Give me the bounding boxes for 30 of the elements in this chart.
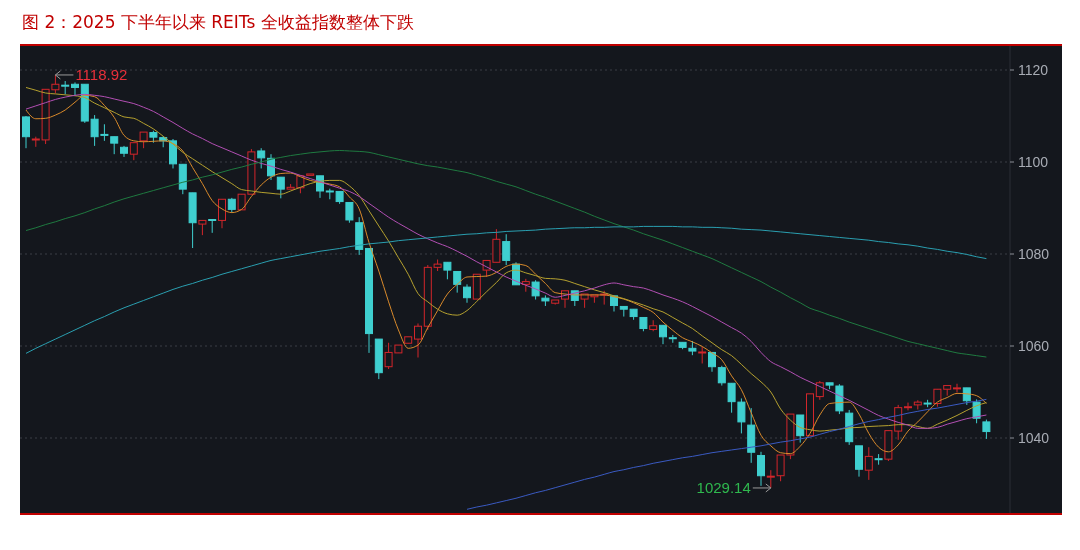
candlestick bbox=[659, 324, 667, 345]
candlestick bbox=[463, 283, 471, 304]
candlestick bbox=[757, 451, 765, 487]
candlestick bbox=[276, 176, 285, 199]
line-series bbox=[25, 225, 987, 354]
candlestick bbox=[257, 147, 266, 169]
candlestick bbox=[22, 115, 30, 149]
y-tick-label: 1100 bbox=[1018, 154, 1049, 170]
y-tick-label: 1080 bbox=[1018, 246, 1050, 262]
candlestick bbox=[453, 270, 462, 294]
candlestick bbox=[904, 402, 912, 411]
candlestick bbox=[345, 201, 354, 224]
y-tick-label: 1060 bbox=[1018, 338, 1050, 354]
y-tick-label: 1120 bbox=[1018, 62, 1049, 78]
candlestick bbox=[502, 233, 511, 266]
candlestick bbox=[717, 365, 726, 387]
candlestick bbox=[414, 322, 422, 358]
candlestick bbox=[218, 198, 226, 229]
candlestick bbox=[169, 138, 177, 169]
candlestick bbox=[796, 414, 805, 444]
candlestick bbox=[982, 419, 991, 440]
candlestick bbox=[71, 81, 79, 97]
candlestick bbox=[953, 383, 961, 393]
y-tick-label: 1040 bbox=[1018, 430, 1050, 446]
chart-title: 图 2：2025 下半年以来 REITs 全收益指数整体下跌 bbox=[22, 12, 414, 32]
annotation: 1029.14 bbox=[696, 478, 751, 496]
line-series bbox=[25, 150, 987, 358]
candlestick bbox=[864, 446, 873, 481]
annotation: 1118.92 bbox=[75, 65, 128, 83]
candlestick bbox=[855, 445, 863, 478]
